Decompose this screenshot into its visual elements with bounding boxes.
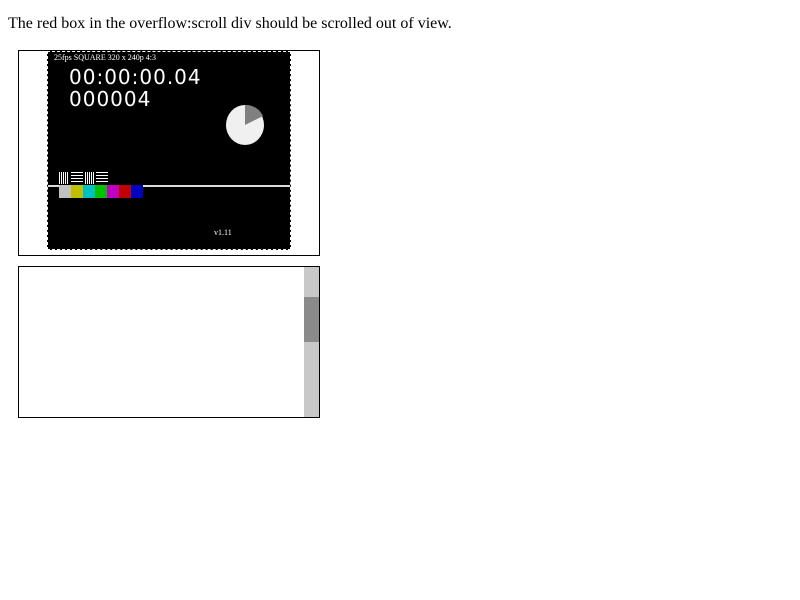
pie-clock-slice <box>245 104 263 125</box>
overflow-scroll-div[interactable] <box>18 266 320 418</box>
color-bar <box>95 185 107 198</box>
video-container: 25fps SQUARE 320 x 240p 4:3 00:00:00.04 … <box>18 50 320 256</box>
scrollbar-thumb[interactable] <box>304 297 319 342</box>
color-bar <box>83 185 95 198</box>
horizontal-sync-line <box>48 185 290 187</box>
vertical-line-pattern <box>59 172 68 184</box>
instruction-text: The red box in the overflow:scroll div s… <box>8 15 452 32</box>
color-bar <box>71 185 83 198</box>
video-frame-counter: 000004 <box>69 87 152 111</box>
video-version-label: v1.11 <box>214 228 232 237</box>
vertical-scrollbar[interactable] <box>304 267 319 417</box>
video-format-label: 25fps SQUARE 320 x 240p 4:3 <box>54 53 157 62</box>
resolution-bars-icon <box>59 172 108 184</box>
color-bar <box>119 185 131 198</box>
vertical-line-pattern-2 <box>85 172 94 184</box>
color-bars <box>59 185 143 198</box>
horizontal-line-pattern-2 <box>96 172 108 182</box>
pie-clock-icon <box>226 104 264 145</box>
test-video-frame[interactable]: 25fps SQUARE 320 x 240p 4:3 00:00:00.04 … <box>47 51 291 250</box>
horizontal-line-pattern <box>71 172 83 182</box>
video-timecode: 00:00:00.04 <box>69 65 202 89</box>
color-bar <box>59 185 71 198</box>
color-bar <box>131 185 143 198</box>
color-bar <box>107 185 119 198</box>
